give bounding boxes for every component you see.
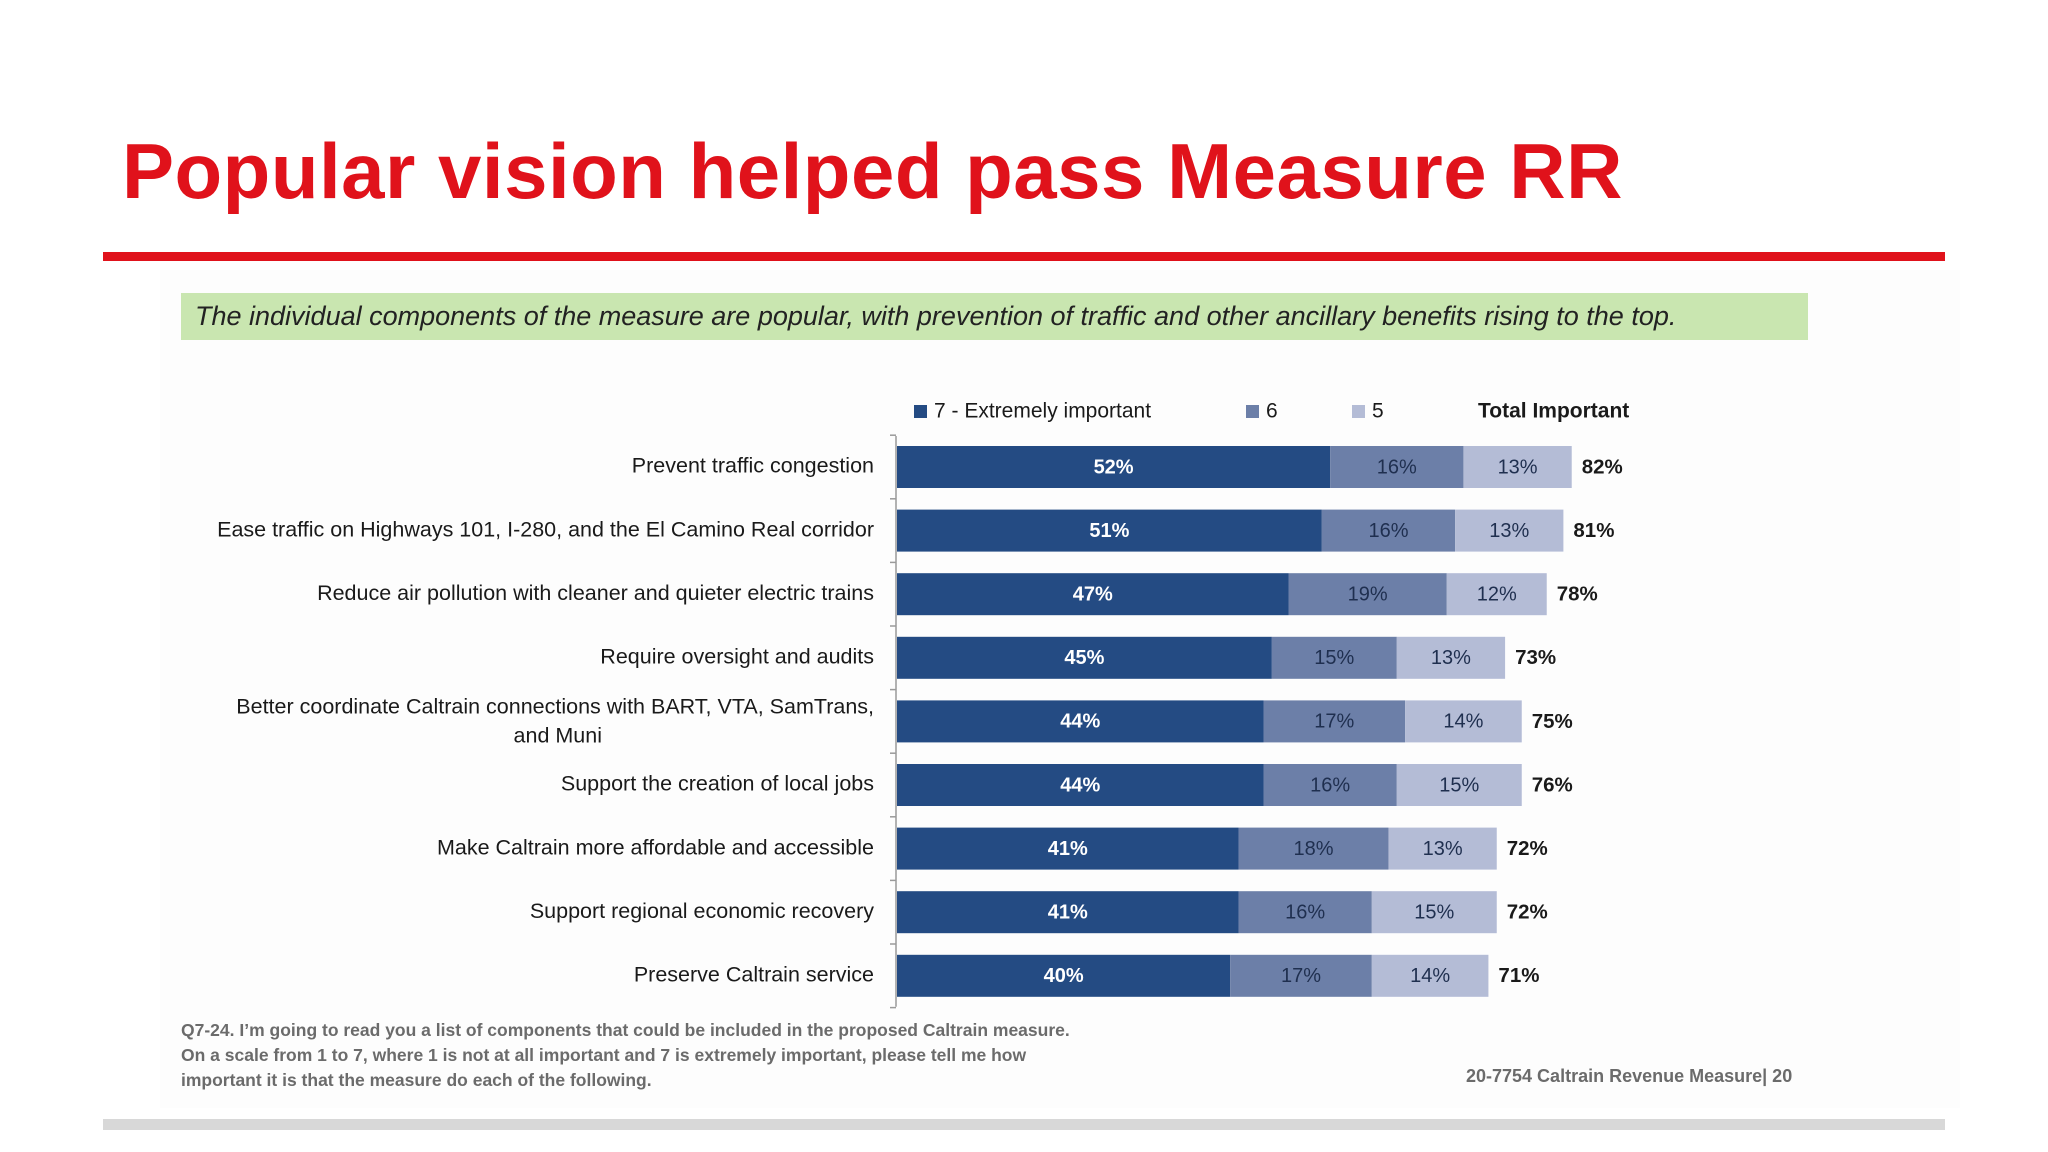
category-label: Preserve Caltrain service [634,962,874,986]
footnote-line-3: important it is that the measure do each… [181,1070,652,1090]
category-label: Ease traffic on Highways 101, I-280, and… [217,517,874,541]
bar-data-label: 13% [1423,838,1463,860]
bar-data-label: 51% [1089,520,1129,542]
bar-segment-6 [1263,700,1406,743]
question-footnote: Q7-24. I’m going to read you a list of c… [181,1018,1070,1093]
category-label: Support regional economic recovery [530,899,874,923]
bar-data-label: 19% [1348,583,1388,605]
bar-data-label: 12% [1477,583,1517,605]
bar-segment-6 [1230,954,1372,997]
bar-data-label: 45% [1064,647,1104,669]
bar-data-label: 17% [1314,711,1354,733]
bar-segment-6 [1330,446,1464,488]
legend-swatch-3 [1352,405,1365,418]
bar-segment-6 [1321,509,1456,552]
bar-data-label: 44% [1060,711,1100,733]
total-important-label: 78% [1557,583,1598,606]
bar-data-label: 13% [1498,456,1538,478]
total-important-label: 76% [1532,773,1573,796]
footnote-line-1: Q7-24. I’m going to read you a list of c… [181,1020,1070,1040]
footnote-line-2: On a scale from 1 to 7, where 1 is not a… [181,1045,1027,1065]
bar-segment-5 [1371,954,1489,997]
legend-total-label: Total Important [1478,400,1629,423]
bar-segment-7 [897,827,1239,870]
bar-segment-7 [897,573,1289,616]
bar-data-label: 15% [1414,901,1454,923]
legend-label-3: 5 [1372,400,1384,423]
category-label: Make Caltrain more affordable and access… [437,835,874,859]
category-label-line: Better coordinate Caltrain connections w… [236,694,874,718]
bar-data-label: 13% [1431,647,1471,669]
bar-segment-5 [1463,446,1572,488]
legend-swatch-1 [914,405,927,418]
slide-title: Popular vision helped pass Measure RR [122,127,1623,215]
bar-segment-6 [1238,891,1372,934]
bar-segment-5 [1405,700,1522,743]
bar-segment-5 [1371,891,1497,934]
bar-data-label: 16% [1285,901,1325,923]
category-label-line: and Muni [514,723,602,747]
total-important-label: 73% [1515,646,1556,669]
bar-segment-5 [1396,636,1506,679]
category-label: Support the creation of local jobs [561,772,874,796]
bar-segment-7 [897,764,1264,806]
category-label: Better coordinate Caltrain connections w… [236,694,874,747]
bar-segment-7 [897,700,1264,743]
total-important-label: 72% [1507,901,1548,924]
bar-data-label: 18% [1293,838,1333,860]
bar-data-label: 44% [1060,774,1100,796]
legend-swatch-2 [1246,405,1259,418]
bar-data-label: 17% [1281,965,1321,987]
bar-data-label: 15% [1439,774,1479,796]
total-important-label: 81% [1573,519,1614,542]
total-important-label: 71% [1498,964,1539,987]
bar-segment-5 [1455,509,1564,552]
bar-segment-6 [1271,636,1397,679]
bar-data-label: 14% [1443,711,1483,733]
bar-segment-5 [1396,764,1522,806]
category-label: Reduce air pollution with cleaner and qu… [317,581,874,605]
total-important-label: 82% [1582,455,1623,478]
banner-text: The individual components of the measure… [195,301,1677,331]
bar-data-label: 41% [1048,838,1088,860]
bar-segment-6 [1263,764,1397,806]
bar-data-label: 16% [1377,456,1417,478]
bar-segment-7 [897,446,1331,488]
legend-label-2: 6 [1266,400,1278,423]
bar-data-label: 52% [1094,456,1134,478]
total-important-label: 72% [1507,837,1548,860]
bar-data-label: 47% [1073,583,1113,605]
bar-segment-6 [1288,573,1447,616]
bar-segment-7 [897,636,1272,679]
category-label: Prevent traffic congestion [632,454,874,478]
bar-data-label: 14% [1410,965,1450,987]
bar-segment-7 [897,891,1239,934]
bar-data-label: 16% [1368,520,1408,542]
source-label: 20-7754 Caltrain Revenue Measure| 20 [1466,1066,1793,1086]
bar-data-label: 16% [1310,774,1350,796]
bar-segment-7 [897,509,1322,552]
legend-label-1: 7 - Extremely important [934,400,1151,423]
bar-segment-7 [897,954,1231,997]
category-label: Require oversight and audits [600,644,874,668]
title-divider [103,252,1945,261]
bar-segment-6 [1238,827,1389,870]
bottom-divider [103,1119,1945,1130]
bar-data-label: 41% [1048,901,1088,923]
total-important-label: 75% [1532,710,1573,733]
bar-data-label: 13% [1489,520,1529,542]
bar-data-label: 40% [1044,965,1084,987]
bar-segment-5 [1446,573,1547,616]
bar-segment-5 [1388,827,1497,870]
bar-data-label: 15% [1314,647,1354,669]
banner-background [181,293,1808,340]
